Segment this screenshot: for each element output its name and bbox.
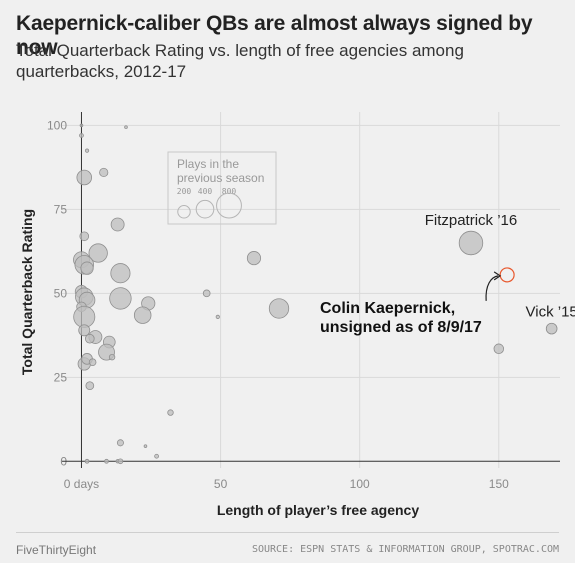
size-legend-box bbox=[167, 151, 277, 225]
footer-divider bbox=[16, 532, 559, 533]
x-tick-label: 150 bbox=[489, 477, 509, 491]
size-legend-value: 400 bbox=[198, 187, 213, 196]
size-legend-title: previous season bbox=[177, 171, 264, 185]
data-point bbox=[73, 305, 96, 328]
footer-brand: FiveThirtyEight bbox=[16, 543, 97, 557]
data-point bbox=[268, 298, 290, 319]
data-point bbox=[78, 324, 91, 337]
highlight-point bbox=[499, 267, 515, 283]
data-point bbox=[117, 458, 124, 465]
data-point bbox=[143, 444, 148, 448]
data-point bbox=[110, 263, 131, 284]
data-point bbox=[110, 217, 125, 232]
y-tick-label: 75 bbox=[54, 202, 68, 216]
y-axis-label: Total Quarterback Rating bbox=[19, 209, 35, 375]
footer-source: SOURCE: ESPN STATS & INFORMATION GROUP, … bbox=[251, 544, 559, 555]
data-point bbox=[85, 333, 95, 344]
data-point bbox=[246, 251, 262, 266]
data-point bbox=[85, 381, 95, 391]
data-point bbox=[133, 306, 152, 324]
data-point bbox=[84, 148, 90, 153]
highlight-label: Colin Kaepernick, bbox=[320, 300, 455, 317]
data-point bbox=[124, 125, 128, 129]
data-point bbox=[116, 439, 124, 447]
data-point bbox=[458, 230, 484, 256]
highlight-arrow bbox=[485, 275, 499, 301]
point-label: Fitzpatrick ’16 bbox=[425, 212, 518, 229]
chart-subtitle: Total Quarterback Rating vs. length of f… bbox=[16, 41, 464, 81]
x-tick-label: 50 bbox=[214, 477, 228, 491]
y-tick-label: 50 bbox=[54, 286, 68, 300]
gridlines bbox=[62, 112, 560, 468]
data-point bbox=[109, 287, 132, 310]
chart-title: Kaepernick-caliber QBs are almost always… bbox=[16, 12, 533, 59]
data-point bbox=[88, 243, 108, 263]
data-point bbox=[79, 231, 90, 242]
data-point bbox=[202, 289, 211, 298]
y-tick-label: 25 bbox=[54, 370, 68, 384]
highlight-label: unsigned as of 8/9/17 bbox=[320, 319, 482, 336]
size-legend-circle bbox=[177, 205, 191, 219]
size-legend-title: Plays in the bbox=[177, 157, 239, 171]
data-point bbox=[80, 261, 94, 275]
data-point bbox=[99, 167, 109, 178]
point-label: Vick ’15 bbox=[526, 304, 575, 321]
data-point bbox=[215, 314, 220, 319]
y-tick-label: 100 bbox=[47, 118, 67, 132]
data-point bbox=[88, 358, 97, 367]
x-tick-label: 0 days bbox=[64, 477, 99, 491]
data-point bbox=[493, 343, 505, 354]
data-point bbox=[167, 409, 174, 416]
data-point bbox=[79, 123, 84, 128]
data-points bbox=[73, 123, 558, 465]
data-point bbox=[108, 353, 116, 361]
size-legend-circle bbox=[216, 192, 242, 219]
size-legend-value: 200 bbox=[177, 187, 192, 196]
data-point bbox=[79, 133, 84, 138]
data-point bbox=[104, 458, 109, 464]
data-point bbox=[84, 458, 90, 464]
size-legend-circle bbox=[195, 199, 215, 219]
point-labels: Fitzpatrick ’16 Vick ’15 Colin Kaepernick,… bbox=[320, 212, 575, 336]
data-point bbox=[154, 453, 159, 459]
x-axis-label: Length of player’s free agency bbox=[217, 502, 419, 518]
data-point bbox=[76, 169, 93, 186]
highlight-arrowhead bbox=[493, 271, 502, 281]
size-legend-value: 800 bbox=[222, 187, 237, 196]
x-tick-label: 100 bbox=[350, 477, 370, 491]
data-point bbox=[545, 322, 558, 335]
